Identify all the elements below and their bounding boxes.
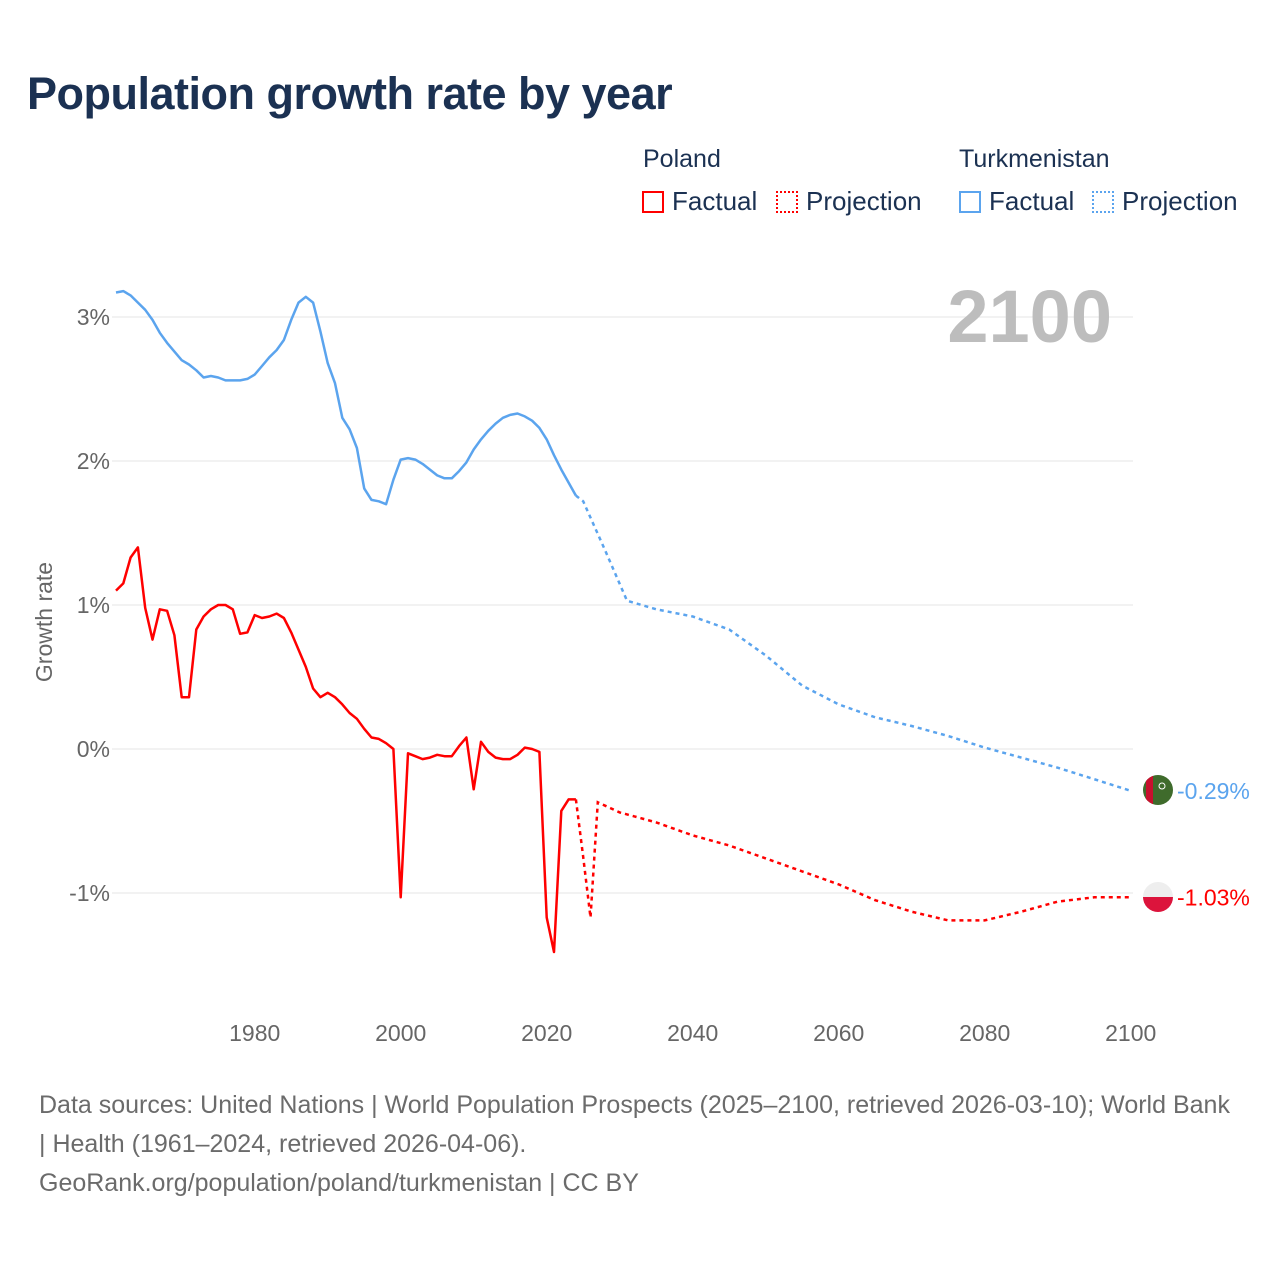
x-tick-label: 2060 <box>813 1020 864 1046</box>
y-tick-label: 1% <box>77 592 110 618</box>
solid-swatch-icon <box>959 190 981 213</box>
chart-title: Population growth rate by year <box>27 68 673 119</box>
x-tick-label: 2020 <box>521 1020 572 1046</box>
solid-swatch-icon <box>642 190 664 213</box>
x-tick-label: 2080 <box>959 1020 1010 1046</box>
y-tick-label: 3% <box>77 304 110 330</box>
turkmenistan-flag-icon <box>1143 775 1173 805</box>
x-tick-label: 2000 <box>375 1020 426 1046</box>
x-tick-label: 2040 <box>667 1020 718 1046</box>
legend-turkmenistan-projection[interactable]: Projection <box>1092 186 1238 217</box>
y-tick-label: 2% <box>77 448 110 474</box>
legend-turkmenistan-factual[interactable]: Factual <box>959 186 1074 217</box>
legend-label: Factual <box>672 186 758 216</box>
poland-factual-line <box>115 546 576 954</box>
legend-label: Projection <box>806 186 922 216</box>
turkmenistan-end-value-label: -0.29% <box>1177 778 1250 804</box>
poland-projection-line <box>574 799 1131 922</box>
year-label: 2100 <box>947 275 1112 358</box>
poland-end-value-label: -1.03% <box>1177 884 1250 910</box>
data-sources: Data sources: United Nations | World Pop… <box>39 1091 1230 1158</box>
footer: Data sources: United Nations | World Pop… <box>39 1086 1239 1203</box>
legend-country-poland: Poland <box>643 145 721 173</box>
y-axis-label: Growth rate <box>31 562 57 682</box>
x-tick-label: 2100 <box>1105 1020 1156 1046</box>
dotted-swatch-icon <box>1092 190 1114 213</box>
y-tick-label: 0% <box>77 736 110 762</box>
dotted-swatch-icon <box>776 190 798 213</box>
legend-poland-factual[interactable]: Factual <box>642 186 757 217</box>
y-tick-label: -1% <box>69 880 110 906</box>
legend-label: Projection <box>1122 186 1238 216</box>
turkmenistan-projection-line <box>575 494 1132 792</box>
legend-poland-projection[interactable]: Projection <box>776 186 922 217</box>
credit-link[interactable]: GeoRank.org/population/poland/turkmenist… <box>39 1169 639 1197</box>
turkmenistan-factual-line <box>115 289 577 506</box>
legend-label: Factual <box>989 186 1075 216</box>
poland-flag-icon <box>1143 882 1173 912</box>
legend-country-turkmenistan: Turkmenistan <box>959 145 1110 173</box>
x-tick-label: 1980 <box>229 1020 280 1046</box>
